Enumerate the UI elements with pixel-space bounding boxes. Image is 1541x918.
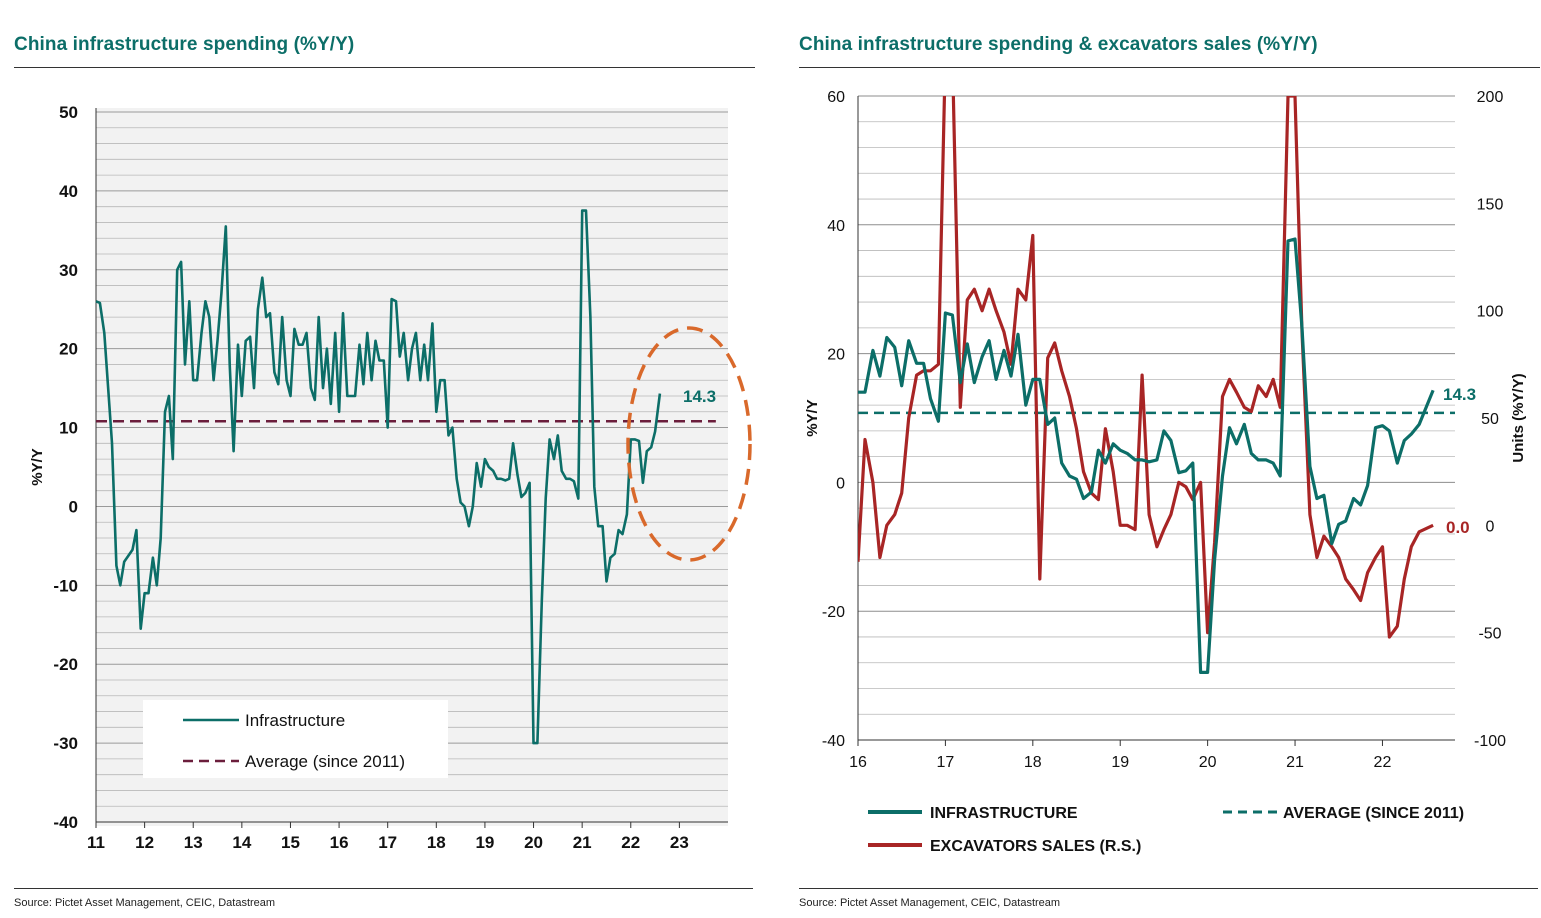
x-tick-label: 19: [475, 833, 494, 852]
y2-tick-label: 100: [1477, 304, 1504, 321]
y2-tick-label: 150: [1477, 196, 1504, 213]
x-tick-label: 22: [621, 833, 640, 852]
y-tick-label: 50: [59, 103, 78, 122]
legend-label-infrastructure: INFRASTRUCTURE: [930, 805, 1078, 822]
x-tick-label: 18: [427, 833, 446, 852]
x-tick-label: 14: [232, 833, 251, 852]
infrastructure-series-line: [95, 209, 662, 745]
infrastructure-last-value-label: 14.3: [1443, 385, 1476, 404]
x-tick-label: 18: [1024, 754, 1042, 771]
right-bottom-rule: [799, 888, 1538, 889]
x-tick-label: 12: [135, 833, 154, 852]
y-tick-label: 30: [59, 261, 78, 280]
x-tick-label: 19: [1111, 754, 1129, 771]
highlight-ellipse: [626, 326, 752, 562]
x-tick-label: 11: [87, 833, 105, 852]
x-tick-label: 20: [524, 833, 543, 852]
left-source: Source: Pictet Asset Management, CEIC, D…: [14, 897, 276, 909]
excavators-series-line: [858, 96, 1434, 639]
x-tick-label: 16: [849, 754, 867, 771]
legend-box: [143, 700, 448, 778]
x-tick-label: 21: [1286, 754, 1304, 771]
y-tick-label: 20: [59, 340, 78, 359]
y-axis-label: %Y/Y: [804, 399, 821, 437]
y-tick-label: 10: [59, 419, 78, 438]
y2-tick-label: 50: [1481, 411, 1499, 428]
y2-tick-label: 200: [1477, 89, 1504, 106]
y-axis-label: %Y/Y: [29, 448, 46, 486]
right-source: Source: Pictet Asset Management, CEIC, D…: [799, 897, 1061, 909]
y-tick-label: -10: [53, 576, 78, 595]
y-tick-label: 0: [69, 497, 78, 516]
y-tick-label: 40: [827, 218, 845, 235]
y-tick-label: -30: [53, 734, 78, 753]
right-chart-title: China infrastructure spending & excavato…: [799, 34, 1318, 55]
y-tick-label: 40: [59, 182, 78, 201]
x-tick-label: 23: [670, 833, 689, 852]
y-tick-label: -20: [53, 655, 78, 674]
legend-label-excavators: EXCAVATORS SALES (R.S.): [930, 838, 1141, 855]
x-tick-label: 22: [1374, 754, 1392, 771]
y2-tick-label: -100: [1474, 733, 1506, 750]
x-tick-label: 17: [378, 833, 397, 852]
y2-axis-label: Units (%Y/Y): [1510, 373, 1527, 462]
right-panel: China infrastructure spending & excavato…: [785, 0, 1541, 918]
y-tick-label: 20: [827, 347, 845, 364]
x-tick-label: 21: [573, 833, 592, 852]
infrastructure-series-line: [858, 237, 1435, 674]
right-top-rule: [799, 67, 1540, 68]
x-tick-label: 17: [937, 754, 955, 771]
y-tick-label: 0: [836, 475, 845, 492]
y2-tick-label: 0: [1486, 518, 1495, 535]
y-tick-label: -40: [822, 733, 845, 750]
x-tick-label: 13: [184, 833, 203, 852]
x-tick-label: 16: [330, 833, 349, 852]
left-top-rule: [14, 67, 755, 68]
left-chart-svg: 50 40 30 20 10 0 -10 -20 -30 -40 11 12 13 14 15 16 17 18 1…: [29, 103, 752, 852]
x-tick-label: 20: [1199, 754, 1217, 771]
y-tick-label: -20: [822, 604, 845, 621]
y2-tick-label: -50: [1478, 626, 1501, 643]
left-panel: China infrastructure spending (%Y/Y) 50 4…: [0, 0, 770, 918]
legend-label-infrastructure: Infrastructure: [245, 711, 345, 730]
last-value-label: 14.3: [683, 387, 716, 406]
left-bottom-rule: [14, 888, 753, 889]
legend-label-average: Average (since 2011): [245, 752, 405, 771]
legend-label-average: AVERAGE (SINCE 2011): [1283, 805, 1464, 822]
x-tick-label: 15: [281, 833, 300, 852]
left-chart-title: China infrastructure spending (%Y/Y): [14, 34, 355, 55]
y-tick-label: 60: [827, 89, 845, 106]
y-tick-label: -40: [53, 813, 78, 832]
excavators-last-value-label: 0.0: [1446, 518, 1470, 537]
